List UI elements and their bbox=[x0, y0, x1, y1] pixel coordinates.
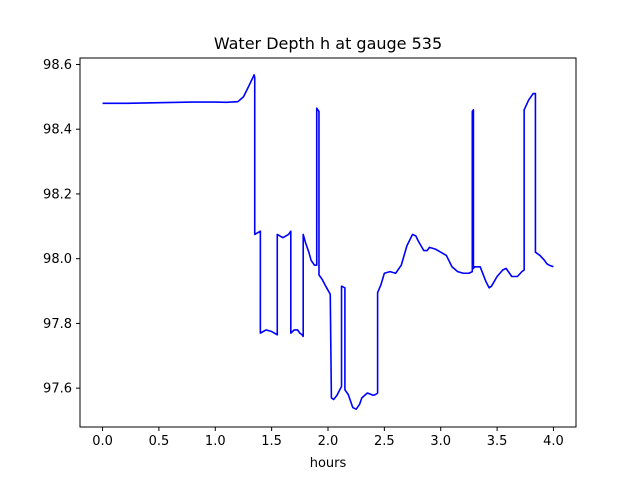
x-axis: 0.0 0.5 1.0 1.5 2.0 2.5 3.0 3.5 4.0 bbox=[92, 427, 564, 449]
y-tick-label: 98.2 bbox=[43, 187, 72, 202]
chart-title: Water Depth h at gauge 535 bbox=[214, 34, 442, 53]
x-tick-label: 0.0 bbox=[92, 434, 113, 449]
y-tick-label: 98.0 bbox=[43, 252, 72, 267]
x-tick-label: 3.0 bbox=[430, 434, 451, 449]
x-tick-label: 1.0 bbox=[205, 434, 226, 449]
x-tick-label: 1.5 bbox=[261, 434, 282, 449]
y-tick-label: 98.6 bbox=[43, 58, 72, 73]
y-tick-label: 98.4 bbox=[43, 123, 72, 138]
x-tick-label: 4.0 bbox=[543, 434, 564, 449]
series-line bbox=[102, 74, 554, 410]
y-tick-label: 97.6 bbox=[43, 382, 72, 397]
y-axis: 97.6 97.8 98.0 98.2 98.4 98.6 bbox=[43, 58, 80, 397]
x-tick-label: 0.5 bbox=[149, 434, 170, 449]
x-tick-label: 2.5 bbox=[374, 434, 395, 449]
y-tick-label: 97.8 bbox=[43, 317, 72, 332]
x-tick-label: 3.5 bbox=[487, 434, 508, 449]
x-tick-label: 2.0 bbox=[318, 434, 339, 449]
x-axis-label: hours bbox=[310, 456, 347, 471]
